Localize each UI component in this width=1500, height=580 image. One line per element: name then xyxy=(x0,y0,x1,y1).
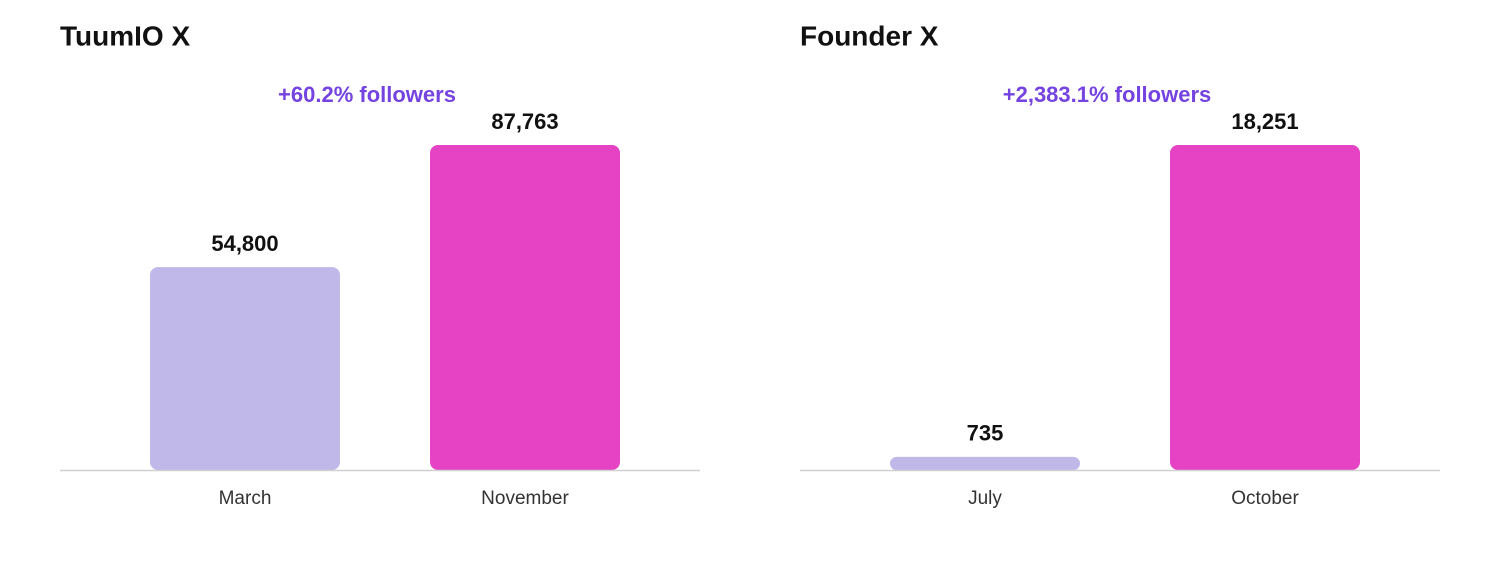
value-label: 54,800 xyxy=(211,231,278,256)
annotation: +2,383.1% followers xyxy=(1003,82,1212,107)
bar xyxy=(1170,145,1360,470)
x-tick-label: November xyxy=(481,488,569,509)
chart-title: Founder X xyxy=(800,20,939,51)
value-label: 87,763 xyxy=(491,109,558,134)
bar xyxy=(430,145,620,470)
bar xyxy=(890,456,1080,470)
chart-title: TuumIO X xyxy=(60,20,190,51)
annotation: +60.2% followers xyxy=(278,82,456,107)
x-tick-label: July xyxy=(968,488,1002,509)
x-tick-label: October xyxy=(1231,488,1299,509)
x-tick-label: March xyxy=(219,488,272,509)
value-label: 735 xyxy=(967,421,1004,446)
value-label: 18,251 xyxy=(1231,109,1298,134)
bar xyxy=(150,267,340,470)
